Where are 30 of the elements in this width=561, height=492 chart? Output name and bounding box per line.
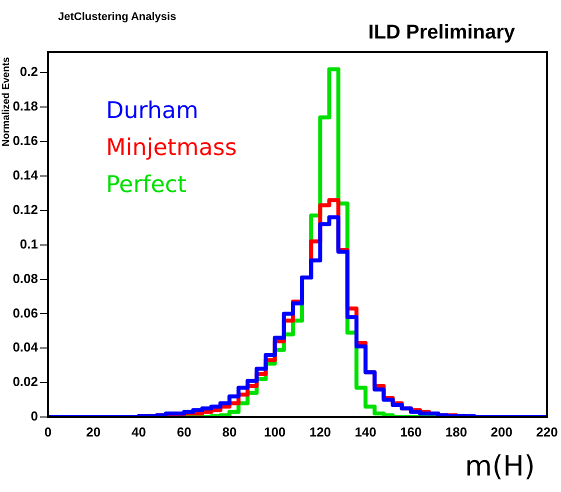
x-tick-label: 220 bbox=[536, 424, 558, 440]
x-tick-label: 0 bbox=[44, 424, 52, 440]
x-tick-label: 180 bbox=[445, 424, 468, 440]
text: ILD Preliminary bbox=[368, 22, 516, 44]
text: Durham bbox=[106, 98, 198, 124]
y-tick-label: 0.14 bbox=[12, 168, 39, 183]
x-tick-label: 40 bbox=[131, 424, 146, 440]
chart-title: JetClustering Analysis bbox=[58, 11, 176, 24]
x-tick-label: 100 bbox=[264, 424, 286, 440]
y-tick-label: 0.08 bbox=[12, 270, 38, 286]
x-tick-label: 160 bbox=[400, 424, 422, 440]
x-tick-label: 60 bbox=[176, 424, 192, 440]
x-tick-label: 20 bbox=[86, 424, 101, 440]
y-tick-label: 0.2 bbox=[20, 64, 38, 80]
y-tick-label: 0 bbox=[30, 408, 38, 424]
text: Perfect bbox=[106, 172, 187, 198]
y-tick-label: 0.12 bbox=[12, 202, 38, 217]
y-tick-label: 0.16 bbox=[12, 133, 38, 148]
y-tick-label: 0.04 bbox=[12, 340, 39, 355]
y-axis-title: Normalized Events bbox=[0, 56, 12, 146]
y-tick-label: 0.1 bbox=[20, 236, 38, 252]
x-tick-label: 120 bbox=[309, 424, 332, 440]
x-axis-title: m(H) bbox=[464, 449, 535, 482]
text: Minjetmass bbox=[106, 134, 237, 161]
y-tick-label: 0.18 bbox=[12, 98, 38, 114]
x-tick-label: 200 bbox=[490, 424, 512, 440]
x-tick-label: 80 bbox=[222, 424, 237, 440]
x-tick-label: 140 bbox=[354, 424, 376, 440]
y-tick-label: 0.06 bbox=[12, 305, 38, 320]
y-tick-label: 0.02 bbox=[12, 374, 38, 390]
